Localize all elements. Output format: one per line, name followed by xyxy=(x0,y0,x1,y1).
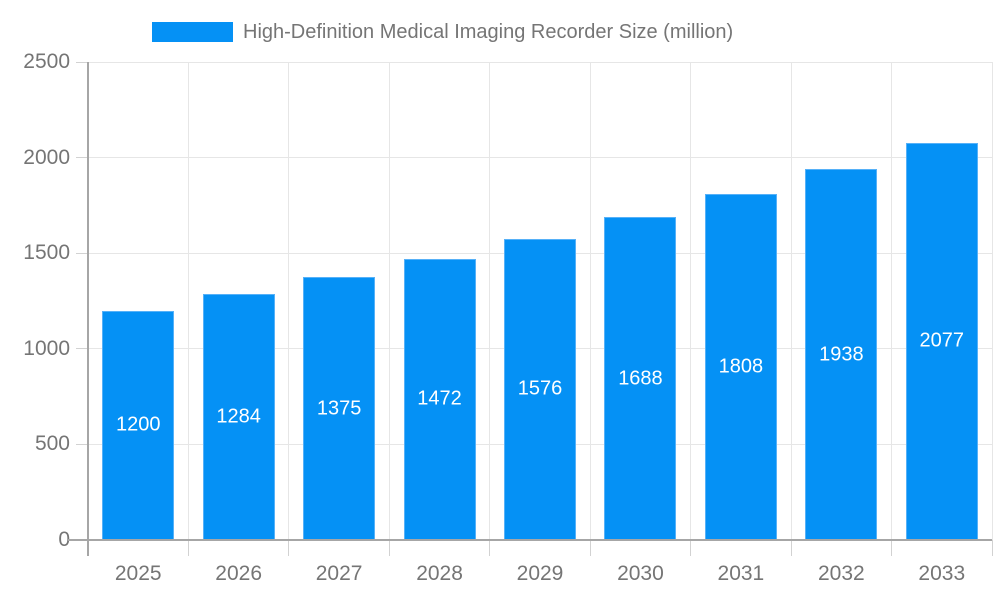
legend-label: High-Definition Medical Imaging Recorder… xyxy=(243,20,734,43)
bar-value-label: 1688 xyxy=(618,367,663,390)
x-axis-tick xyxy=(690,540,692,556)
x-axis-label: 2026 xyxy=(215,562,263,585)
bar-value-label: 2077 xyxy=(919,329,965,352)
bar xyxy=(403,258,476,540)
y-axis-tick xyxy=(76,443,88,445)
x-axis-tick xyxy=(891,540,893,556)
bar xyxy=(805,169,878,540)
x-axis-tick xyxy=(991,540,993,556)
x-gridline xyxy=(690,62,692,540)
legend-swatch xyxy=(152,22,233,42)
y-gridline xyxy=(88,61,992,63)
x-gridline xyxy=(589,62,591,540)
y-axis-line xyxy=(87,62,89,556)
bar xyxy=(905,142,978,540)
bar-value-label: 1472 xyxy=(417,387,462,410)
bar xyxy=(704,194,777,540)
y-axis-tick xyxy=(76,252,88,254)
y-axis-label: 1000 xyxy=(23,336,70,360)
x-gridline xyxy=(288,62,290,540)
x-axis-label: 2030 xyxy=(617,562,664,585)
chart-legend: High-Definition Medical Imaging Recorder… xyxy=(152,20,733,44)
x-axis-tick xyxy=(790,540,792,556)
y-axis-tick xyxy=(76,157,88,159)
x-axis-label: 2029 xyxy=(516,562,564,585)
bar xyxy=(202,294,275,540)
x-gridline xyxy=(790,62,792,540)
x-axis-label: 2028 xyxy=(416,562,463,585)
bar xyxy=(504,238,576,540)
y-axis-label: 2000 xyxy=(23,145,70,169)
bar xyxy=(604,217,677,540)
x-gridline xyxy=(489,62,491,540)
x-axis-tick xyxy=(187,540,189,556)
bar-value-label: 1938 xyxy=(819,343,864,366)
y-axis-tick xyxy=(76,348,88,350)
bar-value-label: 1375 xyxy=(316,397,362,420)
y-axis-label: 1500 xyxy=(23,241,70,265)
x-axis-label: 2027 xyxy=(315,562,363,585)
x-axis-label: 2033 xyxy=(918,562,966,585)
x-axis-tick xyxy=(388,540,390,556)
y-axis-tick xyxy=(76,61,88,63)
x-gridline xyxy=(991,62,993,540)
x-gridline xyxy=(891,62,893,540)
x-gridline xyxy=(187,62,189,540)
x-axis-label: 2025 xyxy=(114,562,162,585)
x-gridline xyxy=(388,62,390,540)
x-axis-line xyxy=(68,539,992,541)
y-axis-label: 500 xyxy=(34,432,70,456)
y-axis-label: 2500 xyxy=(23,50,70,73)
x-axis-tick xyxy=(589,540,591,556)
x-axis-tick xyxy=(288,540,290,556)
bar-value-label: 1808 xyxy=(718,355,764,378)
y-axis-label: 0 xyxy=(58,528,70,551)
bar-value-label: 1576 xyxy=(517,377,563,400)
bar-value-label: 1200 xyxy=(115,413,161,436)
bar xyxy=(303,277,376,540)
bar xyxy=(102,310,175,540)
x-axis-label: 2032 xyxy=(817,562,865,585)
x-axis-label: 2031 xyxy=(717,562,765,585)
bar-value-label: 1284 xyxy=(216,405,261,428)
x-axis-tick xyxy=(489,540,491,556)
y-gridline xyxy=(88,157,992,159)
